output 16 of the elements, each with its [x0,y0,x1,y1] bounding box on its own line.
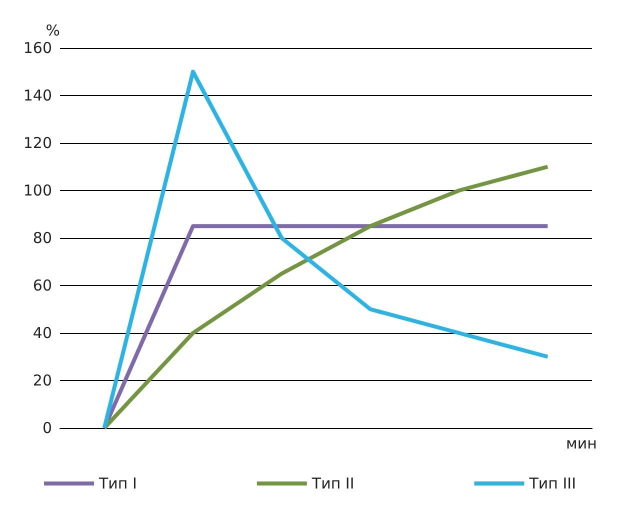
y-tick-label: 120 [23,134,52,152]
y-tick-label: 140 [23,86,52,104]
y-tick-label: 100 [23,182,52,200]
y-tick-label: 60 [32,276,52,294]
line-series [102,164,550,430]
y-tick-label: 20 [32,372,52,390]
y-tick-label: 160 [23,39,52,57]
x-axis-title: мин [566,434,597,452]
y-tick-label: 0 [42,419,52,437]
y-axis-title: % [46,22,60,40]
legend-label: Тип III [528,474,576,492]
y-tick-label: 80 [32,229,52,247]
legend-label: Тип I [98,474,137,492]
legend-label: Тип II [310,474,354,492]
line-series [102,70,550,430]
y-tick-label: 40 [32,324,52,342]
